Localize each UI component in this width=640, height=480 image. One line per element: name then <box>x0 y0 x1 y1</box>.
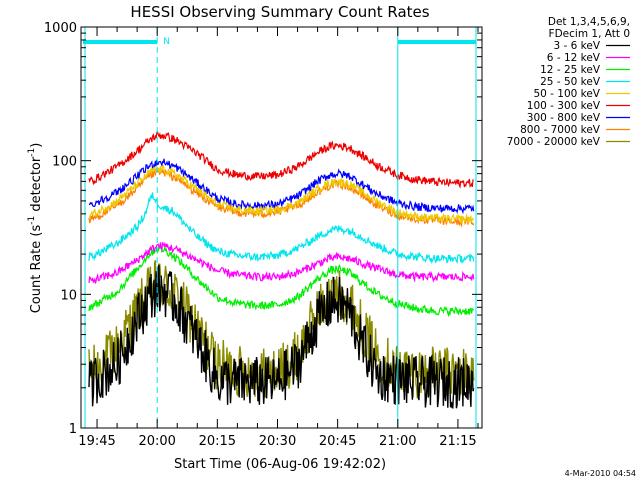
legend-header: FDecim 1, Att 0 <box>549 28 630 40</box>
x-tick-label: 20:00 <box>138 434 175 449</box>
chart-title: HESSI Observing Summary Count Rates <box>130 3 429 21</box>
x-tick-label: 20:45 <box>319 434 356 449</box>
y-tick-label: 1000 <box>44 21 77 36</box>
legend-entry-label: 6 - 12 keV <box>547 52 601 64</box>
series-line <box>88 264 475 409</box>
x-axis: 19:45 20:00 20:15 20:30 20:45 21:00 21:15 <box>78 27 479 449</box>
y-axis-label-part: detector <box>29 156 44 216</box>
y-tick-label: 1 <box>69 422 77 437</box>
marker-layer: N <box>83 27 477 428</box>
x-tick-label: 19:45 <box>78 434 115 449</box>
series-line <box>88 192 475 265</box>
legend: Det 1,3,4,5,6,9,FDecim 1, Att 03 - 6 keV… <box>507 16 630 148</box>
series-layer <box>88 131 475 409</box>
x-tick-label: 21:15 <box>439 434 476 449</box>
series-line <box>88 164 475 225</box>
y-axis-label-part: Count Rate (s <box>29 225 44 314</box>
series-line <box>88 244 475 318</box>
x-axis-label: Start Time (06-Aug-06 19:42:02) <box>174 457 386 472</box>
x-tick-label: 20:30 <box>259 434 296 449</box>
y-tick-label: 10 <box>60 288 77 303</box>
legend-entry-label: 100 - 300 keV <box>527 100 601 112</box>
y-axis-label-exponent: -1 <box>27 148 37 157</box>
legend-entry-label: 300 - 800 keV <box>527 112 601 124</box>
series-line <box>88 131 474 189</box>
legend-entry-label: 3 - 6 keV <box>553 40 600 52</box>
y-tick-label: 100 <box>52 155 77 170</box>
x-tick-label: 20:15 <box>199 434 236 449</box>
y-axis-label: Count Rate (s-1 detector-1) <box>27 143 44 314</box>
series-line <box>88 260 475 399</box>
legend-entry-label: 12 - 25 keV <box>540 64 601 76</box>
plot-frame <box>80 26 483 429</box>
legend-header: Det 1,3,4,5,6,9, <box>548 16 630 28</box>
x-tick-label: 21:00 <box>379 434 416 449</box>
footer-timestamp: 4-Mar-2010 04:54 <box>565 469 636 478</box>
series-line <box>88 241 475 284</box>
night-flag-label: N <box>163 37 170 47</box>
series-line <box>88 158 475 215</box>
legend-entry-label: 25 - 50 keV <box>540 76 601 88</box>
legend-entry-label: 7000 - 20000 keV <box>507 136 601 148</box>
y-axis-label-exponent: -1 <box>27 216 37 225</box>
legend-entry-label: 800 - 7000 keV <box>520 124 601 136</box>
y-axis: 1 10 100 1000 <box>44 21 482 437</box>
legend-entry-label: 50 - 100 keV <box>533 88 600 100</box>
y-axis-label-part: ) <box>29 143 44 148</box>
